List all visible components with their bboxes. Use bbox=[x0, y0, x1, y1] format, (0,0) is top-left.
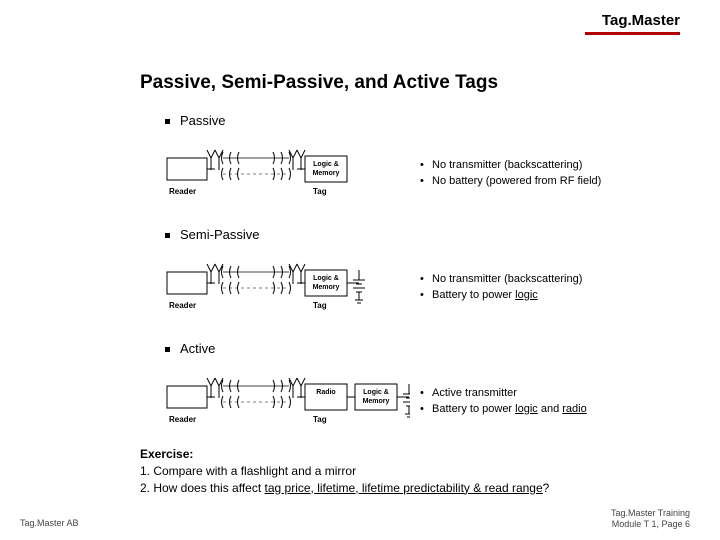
diagram-semi-passive: Reader Logic & Memory Tag bbox=[165, 250, 410, 325]
bullet-item: Battery to power logic and radio bbox=[420, 402, 587, 418]
svg-text:Reader: Reader bbox=[169, 301, 196, 310]
svg-text:Tag: Tag bbox=[313, 301, 327, 310]
bullets-semi-passive: No transmitter (backscattering)Battery t… bbox=[420, 272, 582, 304]
bullet-item: No transmitter (backscattering) bbox=[420, 272, 582, 288]
svg-text:Reader: Reader bbox=[169, 415, 196, 424]
bullets-passive: No transmitter (backscattering)No batter… bbox=[420, 158, 601, 190]
section-heading-active: Active bbox=[180, 341, 215, 356]
svg-text:Logic &: Logic & bbox=[313, 161, 339, 168]
exercise-item-2: 2. How does this affect tag price, lifet… bbox=[140, 480, 549, 497]
bullet-item: Active transmitter bbox=[420, 386, 587, 402]
bullet-item: Battery to power logic bbox=[420, 288, 582, 304]
svg-text:Tag: Tag bbox=[313, 187, 327, 196]
slide-title: Passive, Semi-Passive, and Active Tags bbox=[140, 72, 498, 94]
brand-underline bbox=[585, 32, 680, 35]
footer-right-2: Module T 1, Page 6 bbox=[611, 519, 690, 530]
section-heading-semi-passive: Semi-Passive bbox=[180, 227, 259, 242]
exercise-block: Exercise: 1. Compare with a flashlight a… bbox=[140, 446, 549, 496]
bullet-item: No battery (powered from RF field) bbox=[420, 174, 601, 190]
bullet-item: No transmitter (backscattering) bbox=[420, 158, 601, 174]
svg-text:Tag: Tag bbox=[313, 415, 327, 424]
section-heading-passive: Passive bbox=[180, 113, 226, 128]
svg-text:Logic &: Logic & bbox=[313, 275, 339, 282]
exercise-title: Exercise: bbox=[140, 446, 549, 463]
svg-text:Memory: Memory bbox=[313, 170, 340, 177]
svg-text:Radio: Radio bbox=[316, 389, 335, 396]
diagram-active: Reader Radio Logic & Memory Tag bbox=[165, 364, 410, 439]
bullet-square bbox=[165, 347, 170, 352]
bullets-active: Active transmitterBattery to power logic… bbox=[420, 386, 587, 418]
bullet-square bbox=[165, 119, 170, 124]
exercise-item-1: 1. Compare with a flashlight and a mirro… bbox=[140, 463, 549, 480]
diagram-passive: Reader Logic & Memory Tag bbox=[165, 136, 410, 211]
footer-left: Tag.Master AB bbox=[20, 518, 79, 528]
svg-text:Memory: Memory bbox=[363, 398, 390, 405]
footer-right-1: Tag.Master Training bbox=[611, 508, 690, 519]
svg-text:Memory: Memory bbox=[313, 284, 340, 291]
footer-right: Tag.Master Training Module T 1, Page 6 bbox=[611, 508, 690, 530]
bullet-square bbox=[165, 233, 170, 238]
brand-logo: Tag.Master bbox=[602, 12, 680, 29]
svg-text:Logic &: Logic & bbox=[363, 389, 389, 396]
svg-text:Reader: Reader bbox=[169, 187, 196, 196]
